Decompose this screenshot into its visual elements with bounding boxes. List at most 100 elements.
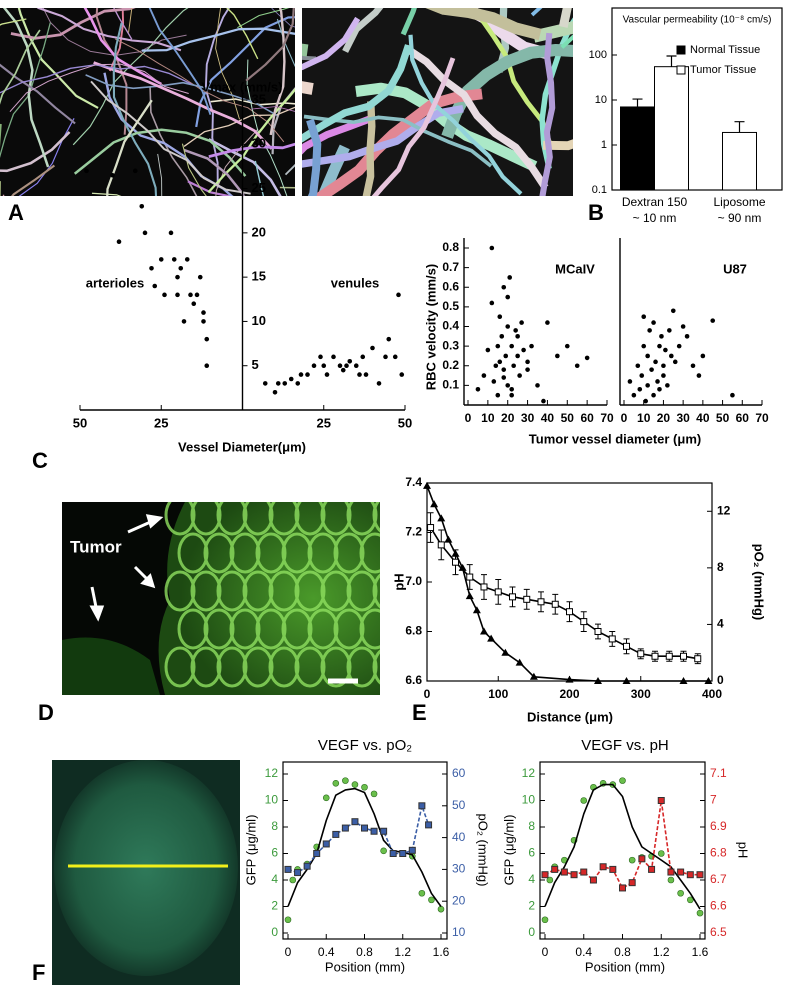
vessel <box>215 8 240 120</box>
marker <box>515 334 520 339</box>
marker <box>311 363 317 369</box>
x-axis-label: Distance (μm) <box>527 709 613 724</box>
marker <box>351 818 359 826</box>
y2-tick-label: 10 <box>452 925 466 939</box>
error-bar <box>632 98 643 107</box>
chart-title: VEGF vs. pO₂ <box>318 737 412 754</box>
y-tick-label: 4 <box>528 872 535 886</box>
y2-tick-label: 7 <box>710 793 717 807</box>
marker <box>472 606 481 614</box>
vessel <box>106 99 153 196</box>
marker <box>357 372 362 377</box>
marker <box>84 168 89 174</box>
vessel <box>539 17 573 170</box>
marker <box>282 381 288 386</box>
vessel <box>157 153 163 196</box>
cell <box>320 570 352 612</box>
x-tick-label: 1.2 <box>394 945 411 959</box>
x-tick-label: 30 <box>676 411 690 425</box>
legend-label: Tumor Tissue <box>690 64 756 76</box>
cell <box>177 608 209 650</box>
vessel <box>271 87 295 155</box>
marker <box>667 876 675 884</box>
chart-title: MCaIV <box>555 261 595 276</box>
marker <box>641 314 647 319</box>
x-tick-label: 300 <box>631 687 651 701</box>
y-tick-label: 8 <box>271 819 278 833</box>
cell <box>387 534 415 572</box>
marker <box>645 353 650 359</box>
y-tick-label: 0.7 <box>442 260 459 274</box>
marker <box>425 821 433 829</box>
marker <box>466 573 474 581</box>
vessel <box>269 8 286 136</box>
vessel <box>215 128 259 196</box>
vessel <box>112 22 158 196</box>
marker <box>677 889 684 897</box>
vessel <box>245 8 295 82</box>
cell <box>229 532 261 574</box>
vessel <box>148 8 212 116</box>
y-tick-label: 2 <box>528 899 535 913</box>
marker <box>622 677 631 684</box>
vessel <box>342 8 384 53</box>
marker <box>517 373 522 378</box>
legend-label: Normal Tissue <box>690 44 760 56</box>
y-tick-label: 20 <box>252 224 266 239</box>
marker <box>305 372 310 377</box>
marker <box>493 363 499 369</box>
cell <box>164 646 196 688</box>
marker <box>178 265 184 271</box>
marker <box>376 381 382 386</box>
y-axis-label: GFP (μg/ml) <box>501 815 516 886</box>
vessel <box>237 8 290 29</box>
marker <box>690 363 696 369</box>
marker <box>342 777 349 784</box>
marker <box>661 373 666 378</box>
error-bar <box>734 121 745 133</box>
vessel <box>539 32 556 196</box>
marker <box>710 318 716 323</box>
y2-tick-label: 4 <box>717 617 724 631</box>
cell <box>359 608 380 650</box>
x-tick-label: 0 <box>285 945 292 959</box>
marker <box>353 363 359 369</box>
x-tick-label: 10 <box>637 411 651 425</box>
vessel-texture <box>0 8 295 196</box>
y2-tick-label: 7.1 <box>710 766 727 780</box>
marker <box>272 389 278 395</box>
marker <box>639 373 645 378</box>
marker <box>494 588 502 596</box>
marker <box>341 824 349 832</box>
y-tick-label: 0.1 <box>592 184 607 196</box>
marker <box>541 916 549 924</box>
x-tick-label: 10 <box>481 411 495 425</box>
marker <box>423 481 431 489</box>
x-tick-label: 0.4 <box>318 945 335 959</box>
marker <box>497 359 503 365</box>
marker <box>427 524 435 532</box>
marker <box>501 367 507 372</box>
marker <box>383 354 388 360</box>
marker <box>331 354 336 360</box>
x-tick-label: 0 <box>621 411 628 425</box>
y2-tick-label: 30 <box>452 862 466 876</box>
vessel <box>318 144 350 196</box>
y-tick-label: 6 <box>271 846 278 860</box>
cell <box>268 570 300 612</box>
y-tick-label: 10 <box>595 94 607 106</box>
y-tick-label: 0 <box>271 925 278 939</box>
marker <box>480 583 488 591</box>
y2-tick-label: 6.8 <box>710 846 727 860</box>
x-tick-label: 400 <box>702 687 722 701</box>
marker <box>647 328 652 333</box>
marker <box>318 354 323 360</box>
marker <box>684 334 690 339</box>
marker <box>628 879 636 887</box>
y2-tick-label: 12 <box>717 503 731 517</box>
vessel <box>10 164 56 196</box>
vessel <box>208 138 282 196</box>
cell <box>307 608 339 650</box>
